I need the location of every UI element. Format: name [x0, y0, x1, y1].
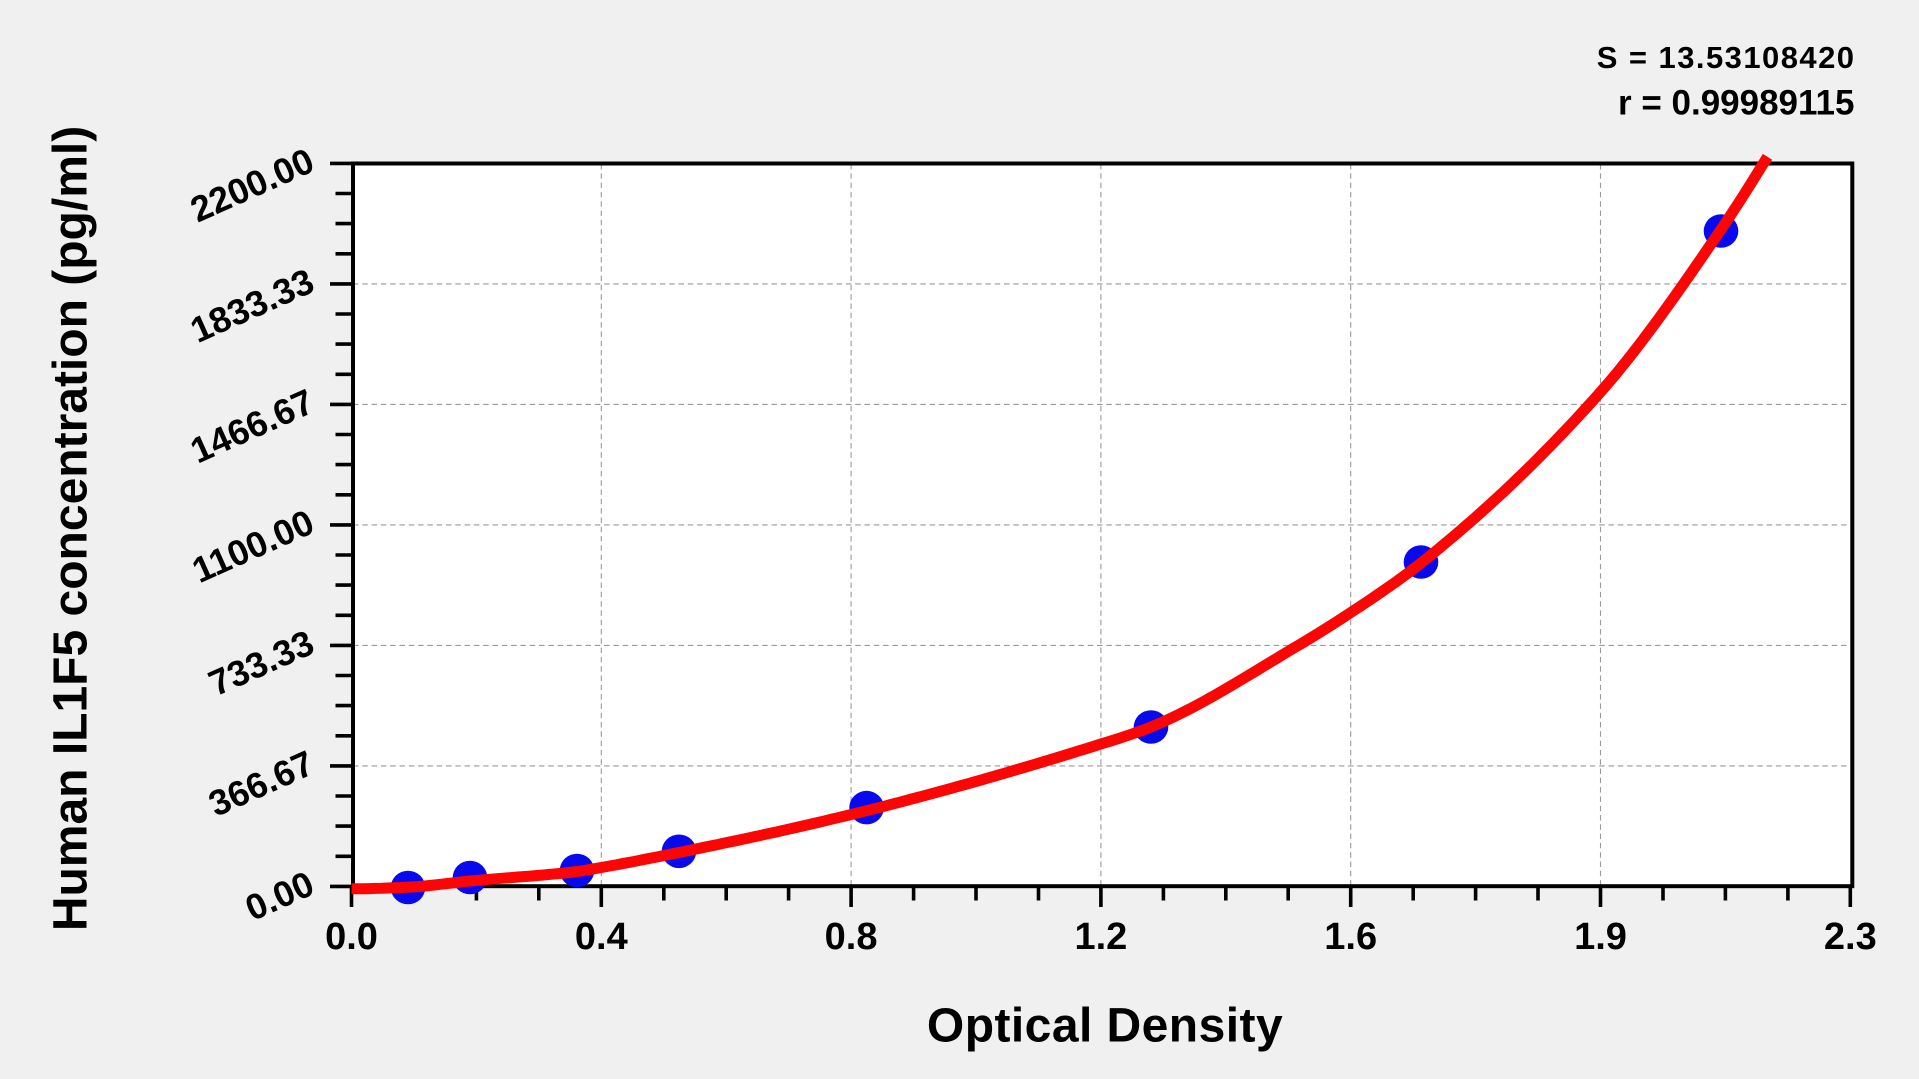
svg-text:0.0: 0.0: [325, 916, 378, 958]
svg-text:Optical Density: Optical Density: [927, 1000, 1283, 1053]
svg-text:S = 13.53108420: S = 13.53108420: [1597, 40, 1856, 75]
svg-text:1.2: 1.2: [1074, 916, 1127, 958]
svg-text:2.3: 2.3: [1824, 916, 1877, 958]
svg-text:0.8: 0.8: [825, 916, 878, 958]
svg-text:Human IL1F5 concentration (pg/: Human IL1F5 concentration (pg/ml): [45, 126, 98, 931]
svg-text:r = 0.99989115: r = 0.99989115: [1618, 83, 1855, 122]
svg-text:1.9: 1.9: [1574, 916, 1627, 958]
svg-text:0.4: 0.4: [575, 916, 628, 958]
svg-text:1.6: 1.6: [1324, 916, 1377, 958]
